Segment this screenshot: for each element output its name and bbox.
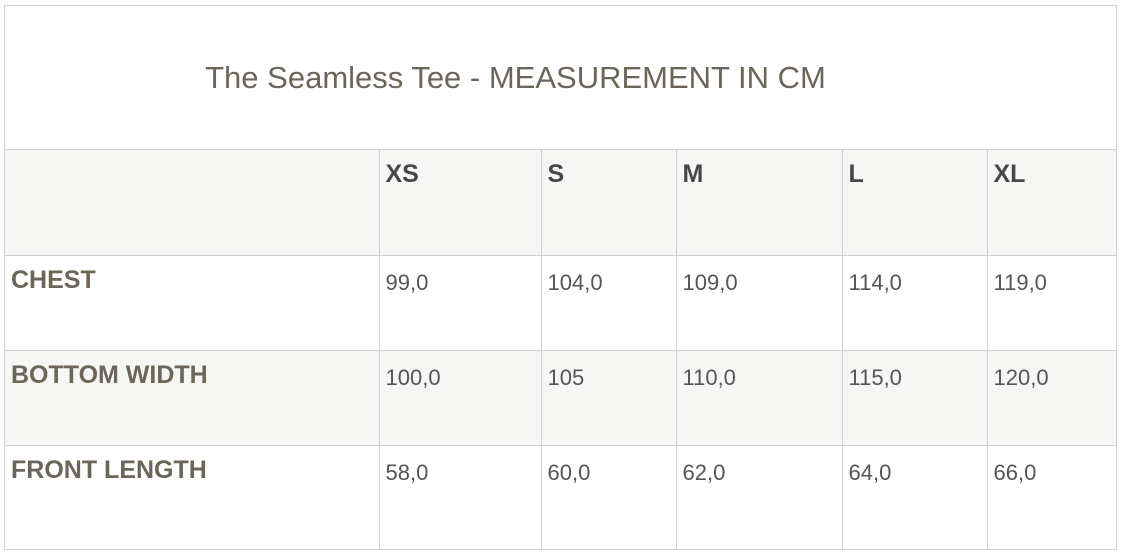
size-header: XL (986, 150, 1116, 255)
header-empty (5, 150, 379, 255)
measurement-cell: 114,0 (841, 254, 987, 350)
measurement-cell: 62,0 (675, 444, 842, 549)
row-label: CHEST (5, 254, 379, 350)
table-row: FRONT LENGTH 58,0 60,0 62,0 64,0 66,0 (5, 444, 1116, 549)
measurement-cell: 64,0 (841, 444, 987, 549)
header-row: XS S M L XL (5, 150, 1116, 255)
chart-title: The Seamless Tee - MEASUREMENT IN CM (5, 6, 1116, 150)
measurement-table: XS S M L XL CHEST 99,0 104,0 109,0 114,0 119,0 BOTT… (5, 150, 1116, 549)
measurement-cell: 104,0 (540, 254, 676, 350)
measurement-cell: 105 (540, 349, 676, 445)
table-row: CHEST 99,0 104,0 109,0 114,0 119,0 (5, 254, 1116, 350)
table-row: BOTTOM WIDTH 100,0 105 110,0 115,0 120,0 (5, 349, 1116, 445)
measurement-cell: 119,0 (986, 254, 1116, 350)
measurement-cell: 115,0 (841, 349, 987, 445)
row-label: FRONT LENGTH (5, 444, 379, 549)
size-header: L (841, 150, 987, 255)
size-header: S (540, 150, 676, 255)
row-label: BOTTOM WIDTH (5, 349, 379, 445)
measurement-cell: 58,0 (378, 444, 541, 549)
measurement-cell: 100,0 (378, 349, 541, 445)
measurement-cell: 66,0 (986, 444, 1116, 549)
measurement-cell: 120,0 (986, 349, 1116, 445)
size-chart: The Seamless Tee - MEASUREMENT IN CM XS S… (4, 5, 1117, 550)
measurement-cell: 60,0 (540, 444, 676, 549)
measurement-cell: 109,0 (675, 254, 842, 350)
measurement-cell: 110,0 (675, 349, 842, 445)
measurement-cell: 99,0 (378, 254, 541, 350)
size-header: M (675, 150, 842, 255)
size-header: XS (378, 150, 541, 255)
